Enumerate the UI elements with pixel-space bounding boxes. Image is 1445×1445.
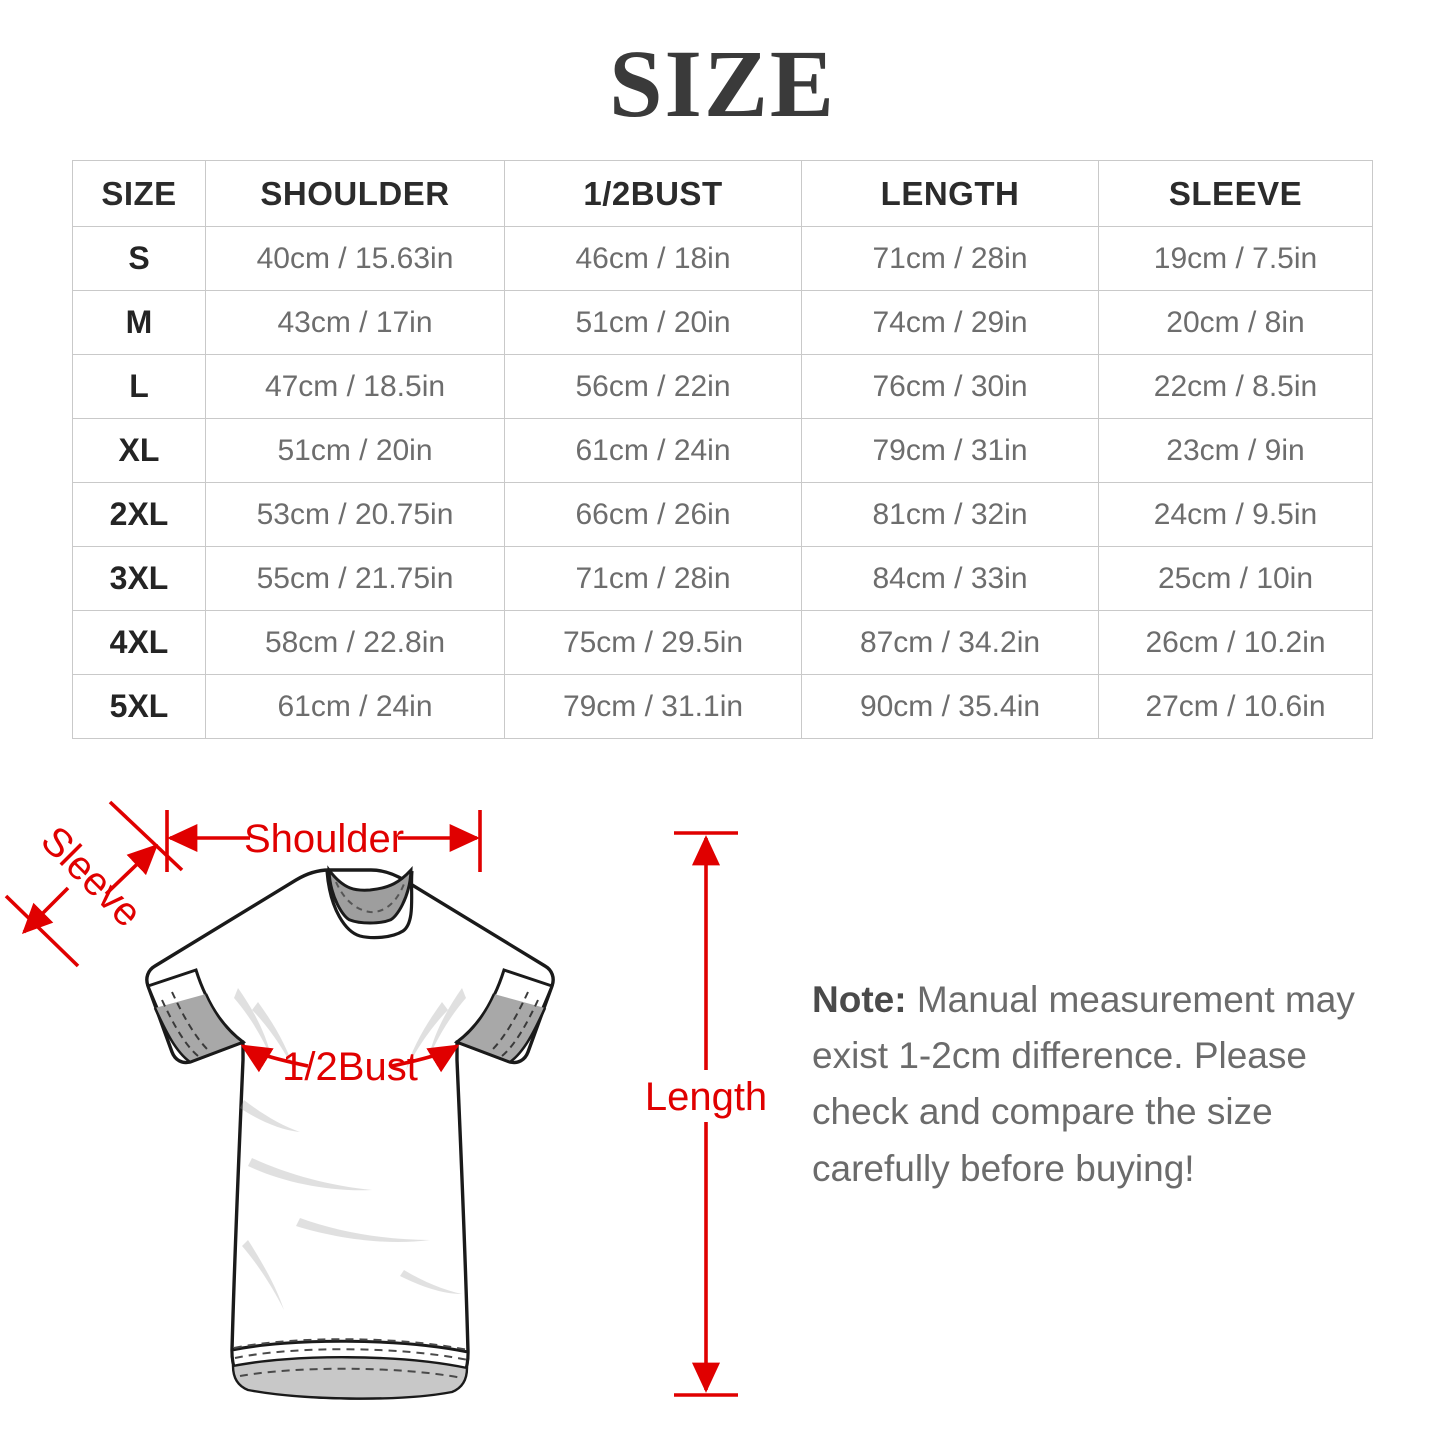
label-shoulder: Shoulder (244, 817, 404, 861)
measurement-note: Note: Manual measurement may exist 1-2cm… (812, 972, 1392, 1197)
table-row: L 47cm / 18.5in 56cm / 22in 76cm / 30in … (72, 354, 1373, 419)
cell-half-bust: 51cm / 20in (504, 290, 802, 355)
tshirt-left-cuff-fold (153, 993, 246, 1064)
tshirt-fabric-folds (234, 988, 466, 1310)
cell-sleeve: 23cm / 9in (1098, 418, 1373, 483)
table-row: 2XL 53cm / 20.75in 66cm / 26in 81cm / 32… (72, 482, 1373, 547)
cell-shoulder: 61cm / 24in (205, 674, 505, 739)
half-bust-arrow-right (391, 1044, 460, 1073)
cell-size: M (72, 290, 206, 355)
cell-half-bust: 56cm / 22in (504, 354, 802, 419)
cell-half-bust: 61cm / 24in (504, 418, 802, 483)
tshirt-neckline-inner (327, 865, 413, 925)
cell-half-bust: 79cm / 31.1in (504, 674, 802, 739)
note-text: Manual measurement may exist 1-2cm diffe… (812, 979, 1355, 1189)
tshirt-right-cuff-fold (454, 993, 547, 1064)
cell-sleeve: 20cm / 8in (1098, 290, 1373, 355)
tshirt-right-cuff-stitch-2 (491, 991, 529, 1051)
tshirt-right-cuff-stitch (501, 999, 539, 1057)
tshirt-measurement-diagram: Shoulder Sleeve 1/2Bust Length (0, 770, 800, 1430)
sleeve-guide-upper (108, 800, 184, 872)
tshirt-illustration (145, 865, 555, 1400)
column-header-half-bust: 1/2BUST (504, 160, 802, 227)
cell-shoulder: 55cm / 21.75in (205, 546, 505, 611)
column-header-size: SIZE (72, 160, 206, 227)
cell-sleeve: 25cm / 10in (1098, 546, 1373, 611)
cell-size: 4XL (72, 610, 206, 675)
label-sleeve: Sleeve (32, 818, 150, 936)
cell-shoulder: 40cm / 15.63in (205, 226, 505, 291)
column-header-length: LENGTH (801, 160, 1099, 227)
cell-half-bust: 75cm / 29.5in (504, 610, 802, 675)
cell-size: L (72, 354, 206, 419)
cell-length: 76cm / 30in (801, 354, 1099, 419)
tshirt-body-outline (145, 868, 555, 1400)
measurement-annotations (4, 800, 738, 1397)
cell-size: S (72, 226, 206, 291)
cell-size: 3XL (72, 546, 206, 611)
page-title: SIZE (609, 30, 836, 137)
cell-length: 81cm / 32in (801, 482, 1099, 547)
sleeve-guide-lower (4, 894, 80, 968)
cell-sleeve: 26cm / 10.2in (1098, 610, 1373, 675)
tshirt-hem-stitch-bottom (239, 1367, 463, 1379)
table-row: M 43cm / 17in 51cm / 20in 74cm / 29in 20… (72, 290, 1373, 355)
table-row: XL 51cm / 20in 61cm / 24in 79cm / 31in 2… (72, 418, 1373, 483)
cell-sleeve: 22cm / 8.5in (1098, 354, 1373, 419)
cell-length: 87cm / 34.2in (801, 610, 1099, 675)
tshirt-left-cuff-stitch (161, 999, 199, 1057)
table-row: S 40cm / 15.63in 46cm / 18in 71cm / 28in… (72, 226, 1373, 291)
cell-half-bust: 71cm / 28in (504, 546, 802, 611)
cell-shoulder: 58cm / 22.8in (205, 610, 505, 675)
cell-sleeve: 24cm / 9.5in (1098, 482, 1373, 547)
label-half-bust: 1/2Bust (282, 1045, 418, 1089)
sleeve-arrow-down (21, 886, 70, 935)
cell-size: 5XL (72, 674, 206, 739)
label-length: Length (645, 1075, 767, 1119)
cell-half-bust: 66cm / 26in (504, 482, 802, 547)
cell-length: 79cm / 31in (801, 418, 1099, 483)
cell-shoulder: 43cm / 17in (205, 290, 505, 355)
cell-sleeve: 27cm / 10.6in (1098, 674, 1373, 739)
half-bust-arrow-left (240, 1044, 309, 1073)
column-header-sleeve: SLEEVE (1098, 160, 1373, 227)
tshirt-collar-stitch (335, 881, 405, 914)
cell-shoulder: 51cm / 20in (205, 418, 505, 483)
table-row: 3XL 55cm / 21.75in 71cm / 28in 84cm / 33… (72, 546, 1373, 611)
table-row: 4XL 58cm / 22.8in 75cm / 29.5in 87cm / 3… (72, 610, 1373, 675)
tshirt-left-cuff-stitch-2 (171, 991, 209, 1051)
tshirt-collar (325, 870, 414, 940)
cell-shoulder: 53cm / 20.75in (205, 482, 505, 547)
note-label: Note: (812, 979, 907, 1020)
size-table: SIZE SHOULDER 1/2BUST LENGTH SLEEVE S 40… (72, 160, 1373, 739)
cell-length: 71cm / 28in (801, 226, 1099, 291)
tshirt-hem-inner (231, 1356, 469, 1400)
column-header-shoulder: SHOULDER (205, 160, 505, 227)
cell-shoulder: 47cm / 18.5in (205, 354, 505, 419)
sleeve-arrow-up (104, 844, 159, 896)
table-header-row: SIZE SHOULDER 1/2BUST LENGTH SLEEVE (72, 160, 1373, 227)
cell-half-bust: 46cm / 18in (504, 226, 802, 291)
cell-length: 74cm / 29in (801, 290, 1099, 355)
cell-length: 84cm / 33in (801, 546, 1099, 611)
cell-size: XL (72, 418, 206, 483)
cell-length: 90cm / 35.4in (801, 674, 1099, 739)
size-table-container: SIZE SHOULDER 1/2BUST LENGTH SLEEVE S 40… (72, 160, 1373, 739)
tshirt-hem-stitch-top (233, 1338, 469, 1351)
tshirt-hem-stitch-mid (234, 1348, 469, 1361)
cell-size: 2XL (72, 482, 206, 547)
table-row: 5XL 61cm / 24in 79cm / 31.1in 90cm / 35.… (72, 674, 1373, 739)
cell-sleeve: 19cm / 7.5in (1098, 226, 1373, 291)
